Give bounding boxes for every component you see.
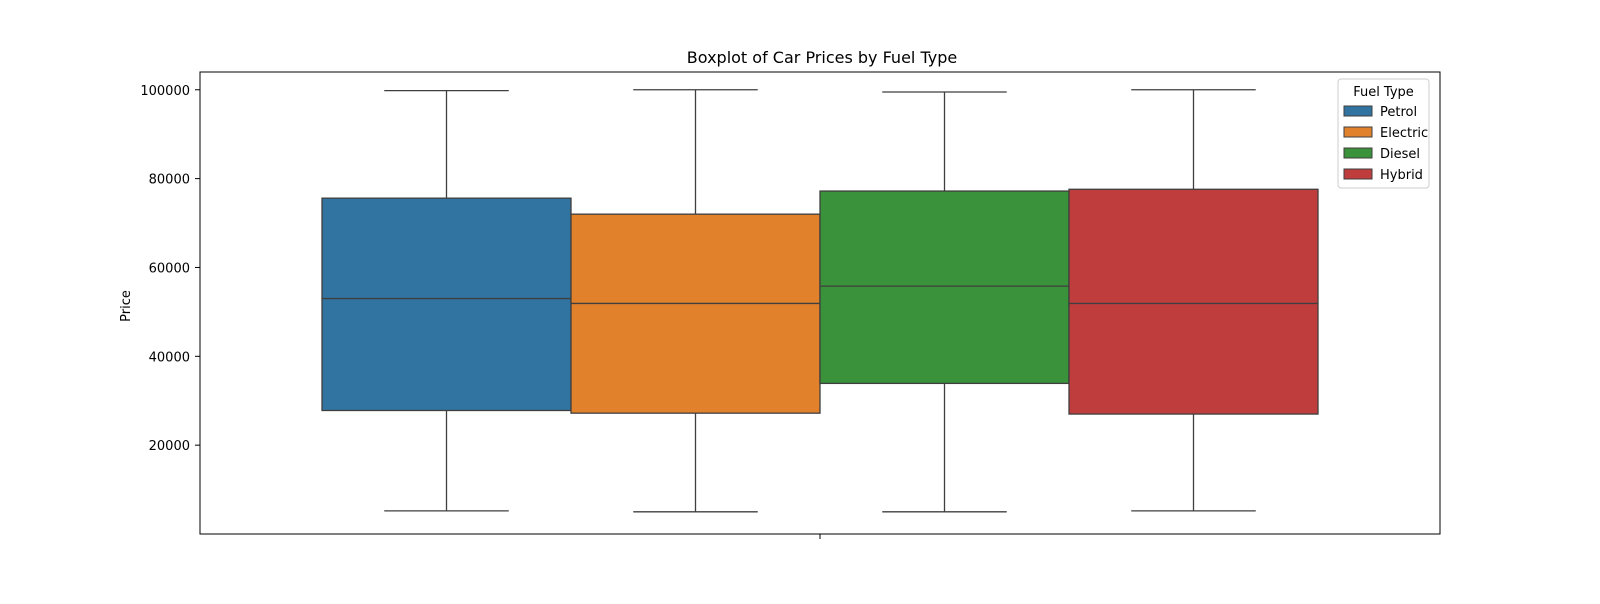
plot-area — [321, 89, 1319, 513]
legend-swatch-petrol — [1343, 105, 1373, 117]
y-axis: 20000 40000 60000 80000 100000 — [140, 71, 1441, 539]
legend-swatch-electric — [1343, 126, 1373, 138]
legend-label-electric: Electric — [1380, 126, 1428, 141]
box-iqr — [321, 197, 572, 412]
box-petrol — [321, 90, 572, 512]
legend: Fuel Type Petrol Electric Diesel Hybrid — [1337, 78, 1430, 189]
y-tick-label: 80000 — [149, 173, 190, 188]
box-diesel — [819, 91, 1070, 513]
y-tick-label: 100000 — [140, 84, 190, 99]
legend-label-hybrid: Hybrid — [1380, 168, 1423, 183]
y-tick-label: 40000 — [149, 350, 190, 365]
legend-label-diesel: Diesel — [1380, 147, 1420, 162]
legend-swatch-diesel — [1343, 147, 1373, 159]
legend-label-petrol: Petrol — [1380, 105, 1417, 120]
chart-title: Boxplot of Car Prices by Fuel Type — [687, 48, 957, 67]
legend-swatch-hybrid — [1343, 168, 1373, 180]
box-iqr — [570, 213, 821, 414]
box-iqr — [819, 190, 1070, 385]
y-tick-label: 20000 — [149, 439, 190, 454]
y-axis-label: Price — [119, 290, 134, 322]
box-electric — [570, 89, 821, 513]
y-tick-label: 60000 — [149, 261, 190, 276]
box-iqr — [1068, 188, 1319, 415]
box-hybrid — [1068, 89, 1319, 512]
legend-title: Fuel Type — [1353, 85, 1414, 100]
